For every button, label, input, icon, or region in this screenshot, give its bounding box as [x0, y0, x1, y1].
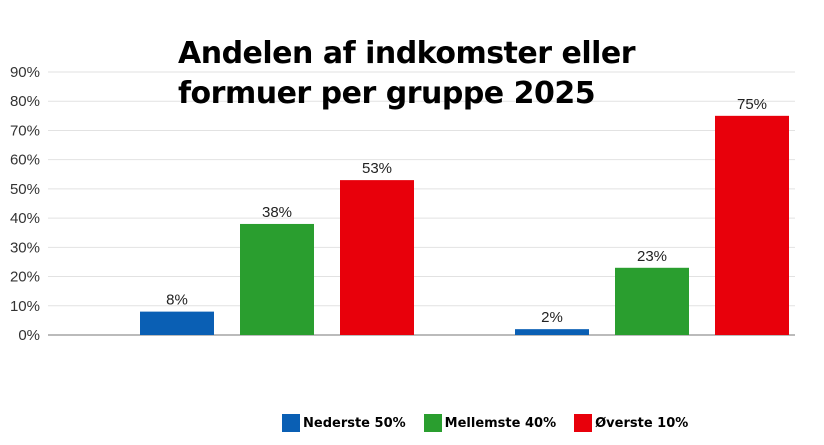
data-label: 75%	[737, 96, 767, 113]
title-line-1: Andelen af indkomster eller	[178, 36, 636, 71]
legend-item-nederste: Nederste 50%	[282, 414, 406, 432]
y-tick-label: 50%	[10, 181, 40, 198]
y-tick-label: 20%	[10, 269, 40, 286]
legend: Nederste 50% Mellemste 40% Øverste 10%	[282, 414, 688, 432]
data-label: 53%	[362, 160, 392, 177]
y-tick-label: 90%	[10, 64, 40, 81]
legend-label: Mellemste 40%	[444, 415, 557, 431]
data-label: 23%	[637, 248, 667, 265]
legend-item-mellemste: Mellemste 40%	[423, 414, 557, 432]
legend-label: Nederste 50%	[303, 415, 406, 431]
y-tick-label: 30%	[10, 239, 40, 256]
bar	[140, 311, 214, 335]
legend-label: Øverste 10%	[595, 415, 689, 431]
bar	[615, 267, 689, 335]
y-tick-label: 70%	[10, 122, 40, 139]
bar	[715, 115, 789, 335]
title-line-2: formuer per gruppe 2025	[178, 76, 596, 111]
legend-item-overste: Øverste 10%	[574, 414, 688, 432]
legend-swatch	[423, 414, 442, 432]
data-label: 2%	[541, 309, 563, 326]
data-label: 38%	[262, 204, 292, 221]
bar	[515, 329, 589, 335]
bar	[240, 223, 314, 335]
bar	[340, 180, 414, 335]
y-tick-label: 60%	[10, 152, 40, 169]
legend-swatch	[574, 414, 593, 432]
data-label: 8%	[166, 292, 188, 309]
y-tick-label: 0%	[18, 327, 40, 344]
chart-title: Andelen af indkomster eller formuer per …	[178, 34, 636, 114]
y-tick-label: 40%	[10, 210, 40, 227]
y-tick-label: 80%	[10, 93, 40, 110]
y-tick-label: 10%	[10, 298, 40, 315]
legend-swatch	[282, 414, 300, 432]
